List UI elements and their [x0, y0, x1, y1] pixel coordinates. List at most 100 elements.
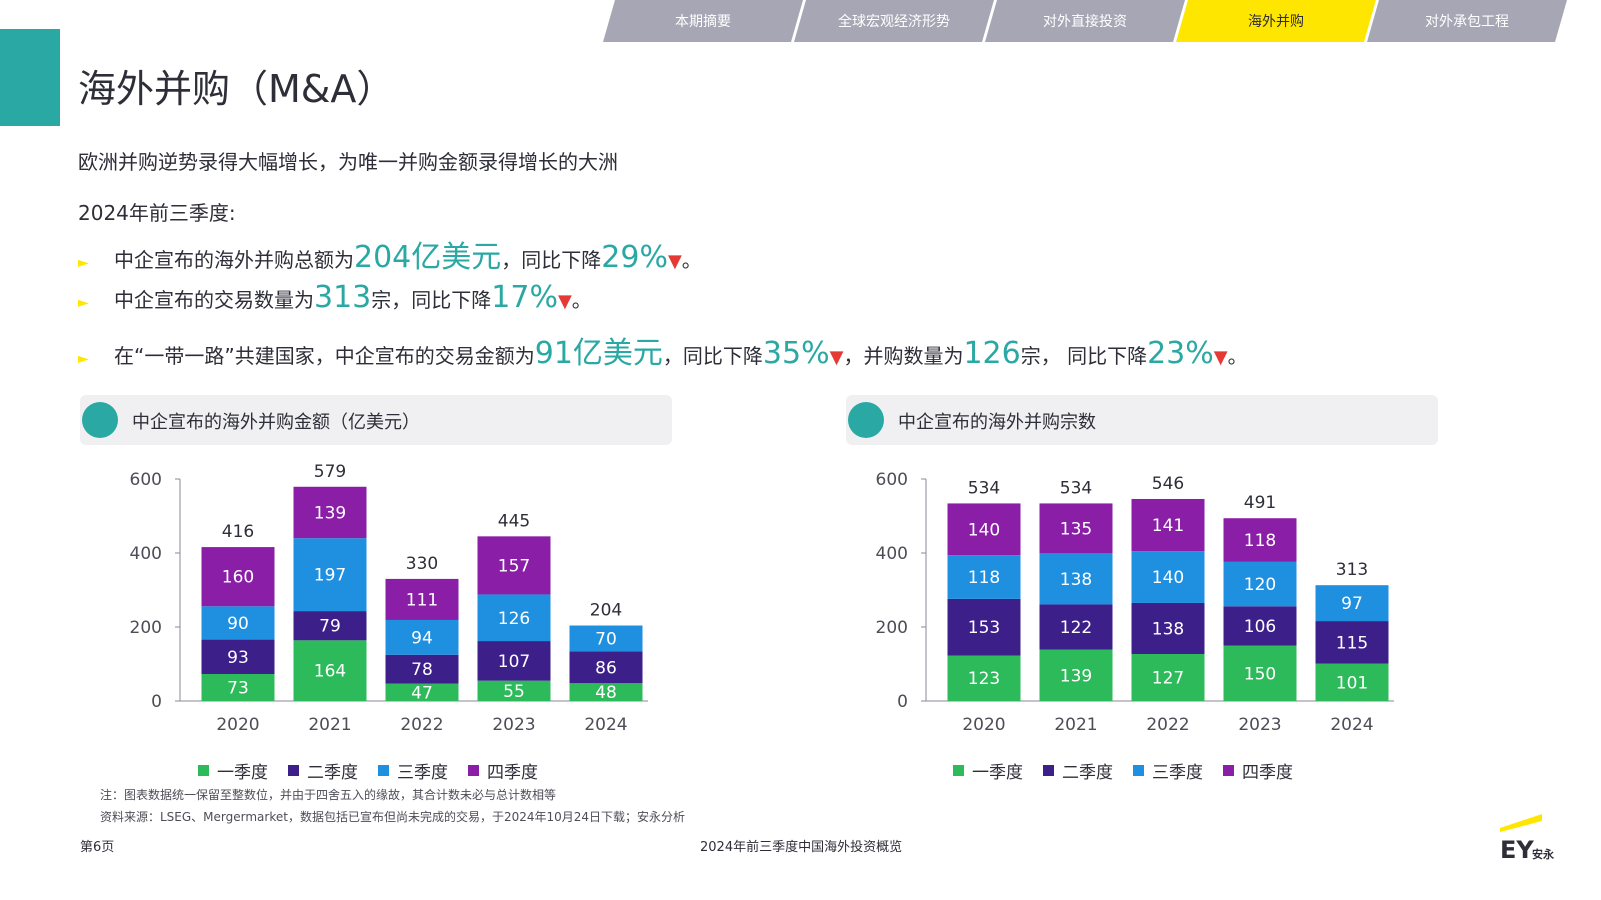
tab-summary[interactable]: 本期摘要: [603, 0, 803, 42]
total-label: 204: [590, 601, 622, 621]
bullet-text: 。: [571, 288, 592, 312]
data-label: 141: [1152, 516, 1184, 536]
total-label: 445: [498, 511, 530, 531]
data-label: 73: [227, 678, 249, 698]
data-label: 79: [319, 617, 341, 637]
svg-text:EY: EY: [1500, 836, 1534, 862]
total-label: 313: [1336, 560, 1368, 580]
highlight-value: 17%: [491, 280, 558, 315]
bar-segment: [1315, 585, 1389, 622]
legend-amount: 一季度 二季度 三季度 四季度: [198, 758, 538, 783]
page-title: 海外并购（M&A）: [78, 67, 395, 111]
legend-item-q2: 二季度: [288, 758, 358, 783]
top-nav: 本期摘要 全球宏观经济形势 对外直接投资 海外并购 对外承包工程: [0, 0, 1601, 43]
legend-swatch: [198, 765, 209, 776]
bar-segment: [201, 673, 275, 701]
legend-item-q2: 二季度: [1043, 758, 1113, 783]
x-tick-label: 2024: [584, 715, 627, 735]
bullet-arrow-icon: ►: [78, 295, 89, 311]
data-label: 153: [968, 618, 1000, 638]
tab-odi[interactable]: 对外直接投资: [985, 0, 1185, 42]
bar-segment: [201, 639, 275, 674]
legend-item-q4: 四季度: [1223, 758, 1293, 783]
y-tick-label: 200: [876, 618, 908, 638]
bullet-text: 中企宣布的海外并购总额为: [114, 248, 354, 272]
bar-segment: [1223, 606, 1297, 646]
bar-segment: [477, 641, 551, 681]
legend-label: 三季度: [397, 763, 448, 783]
highlight-value: 313: [314, 280, 372, 315]
page-number: 第6页: [80, 840, 115, 855]
data-label: 140: [1152, 568, 1184, 588]
headline-text: 欧洲并购逆势录得大幅增长，为唯一并购金额录得增长的大洲: [78, 150, 618, 174]
legend-label: 一季度: [217, 763, 268, 783]
legend-item-q1: 一季度: [198, 758, 268, 783]
bullet-text: 中企宣布的交易数量为: [114, 288, 314, 312]
bullet-text: 宗， 同比下降: [1020, 344, 1148, 368]
bar-segment: [1223, 561, 1297, 607]
data-label: 90: [227, 614, 249, 634]
chart-title: 中企宣布的海外并购金额（亿美元）: [132, 412, 420, 433]
data-label: 197: [314, 566, 346, 586]
bar-segment: [947, 598, 1021, 656]
bar-segment: [293, 611, 367, 641]
source-note: 资料来源：LSEG、Mergermarket，数据包括已宣布但尚未完成的交易，于…: [100, 810, 686, 824]
bar-segment: [1315, 663, 1389, 701]
data-label: 106: [1244, 617, 1276, 637]
bar-segment: [947, 503, 1021, 556]
tab-global-macro[interactable]: 全球宏观经济形势: [794, 0, 994, 42]
x-tick-label: 2022: [1146, 715, 1189, 735]
data-label: 118: [1244, 531, 1276, 551]
total-label: 546: [1152, 474, 1184, 494]
bullet-text: ，同比下降: [662, 344, 763, 368]
down-triangle-icon: ▼: [667, 251, 682, 272]
data-label: 122: [1060, 618, 1092, 638]
bar-segment: [1131, 602, 1205, 655]
data-label: 70: [595, 629, 617, 649]
data-label: 94: [411, 628, 433, 648]
legend-label: 四季度: [1242, 763, 1293, 783]
chart-header-count: 中企宣布的海外并购宗数: [846, 395, 1438, 445]
bar-segment: [293, 486, 367, 539]
legend-label: 二季度: [1062, 763, 1113, 783]
x-tick-label: 2021: [1054, 715, 1097, 735]
ey-logo: EY 安永: [1500, 814, 1555, 862]
x-tick-label: 2024: [1330, 715, 1373, 735]
y-tick-label: 0: [151, 692, 162, 712]
data-label: 138: [1152, 619, 1184, 639]
x-tick-label: 2021: [308, 715, 351, 735]
highlight-value: 91亿美元: [534, 336, 663, 371]
y-tick-label: 400: [876, 544, 908, 564]
down-triangle-icon: ▼: [829, 347, 844, 368]
total-label: 491: [1244, 493, 1276, 513]
data-label: 118: [968, 568, 1000, 588]
data-label: 93: [227, 648, 249, 668]
bar-segment: [385, 683, 459, 701]
bar-segment: [1223, 518, 1297, 562]
legend-swatch: [468, 765, 479, 776]
legend-swatch: [1043, 765, 1054, 776]
total-label: 579: [314, 462, 346, 482]
tab-overseas-ma[interactable]: 海外并购: [1176, 0, 1376, 42]
bar-segment: [477, 680, 551, 701]
data-label: 48: [595, 683, 617, 703]
data-label: 78: [411, 660, 433, 680]
bullet-text: 在“一带一路”共建国家，中企宣布的交易金额为: [114, 344, 535, 368]
bar-segment: [477, 594, 551, 642]
legend-label: 一季度: [972, 763, 1023, 783]
data-label: 97: [1341, 594, 1363, 614]
legend-item-q4: 四季度: [468, 758, 538, 783]
bar-segment: [293, 538, 367, 612]
x-tick-label: 2023: [492, 715, 535, 735]
data-label: 127: [1152, 669, 1184, 689]
down-triangle-icon: ▼: [1213, 347, 1228, 368]
bar-segment: [569, 625, 643, 652]
bar-segment: [1039, 503, 1113, 554]
y-tick-label: 0: [897, 692, 908, 712]
bar-segment: [385, 578, 459, 620]
legend-swatch: [288, 765, 299, 776]
chart-amount: 0 200 400 600 73 93 90 160 416 2020 164 79 197 139 579…: [130, 462, 648, 735]
tab-contracting[interactable]: 对外承包工程: [1367, 0, 1567, 42]
svg-text:安永: 安永: [1532, 847, 1555, 861]
bullet-deal-count: ► 中企宣布的交易数量为 313 宗，同比下降 17% ▼ 。: [78, 280, 592, 315]
